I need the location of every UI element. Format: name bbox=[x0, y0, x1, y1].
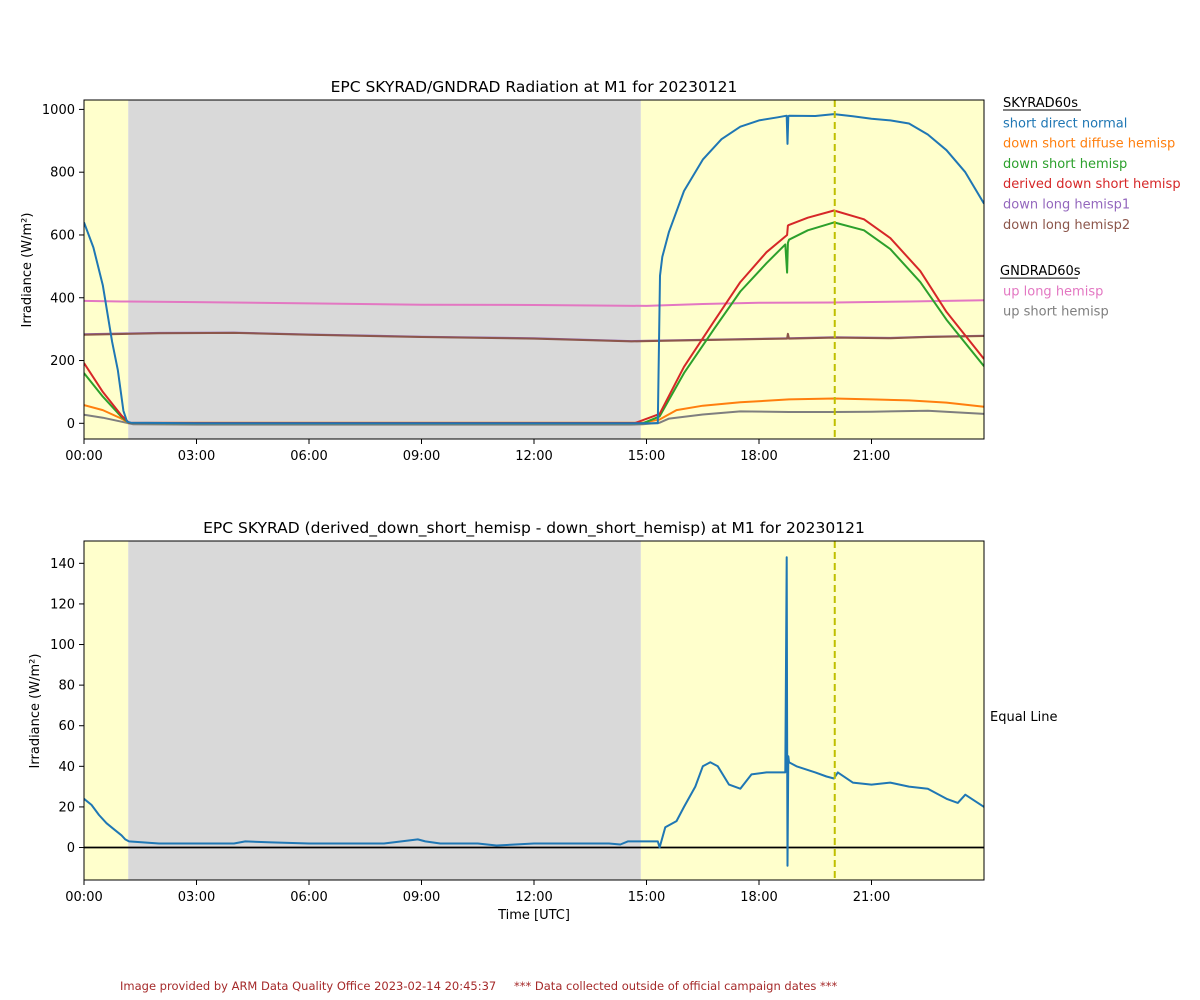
c1-series-down-long-hemisp2-line bbox=[84, 331, 984, 343]
c1-ytick-label: 200 bbox=[50, 354, 75, 369]
c2-xtick-label: 21:00 bbox=[853, 890, 890, 905]
footer-note: *** Data collected outside of official c… bbox=[514, 979, 838, 993]
c1-ytick-label: 600 bbox=[50, 228, 75, 243]
c1-ytick-label: 1000 bbox=[42, 103, 75, 118]
legend-entry-down-long-hemisp1: down long hemisp1 bbox=[1003, 198, 1130, 213]
legend-entry-down-long-hemisp2: down long hemisp2 bbox=[1003, 218, 1130, 233]
legend-group-title-gndrad60s: GNDRAD60s bbox=[1000, 264, 1081, 279]
c2-shade-band-0 bbox=[84, 541, 129, 880]
c2-xtick-label: 09:00 bbox=[403, 890, 440, 905]
c2-xtick-label: 00:00 bbox=[65, 890, 102, 905]
c2-ytick-label: 100 bbox=[50, 638, 75, 653]
c1-xtick-label: 15:00 bbox=[628, 449, 665, 464]
legend-entry-short-direct-normal: short direct normal bbox=[1003, 116, 1127, 131]
c1-shade-band-0 bbox=[84, 100, 129, 439]
c2-ytick-label: 40 bbox=[58, 760, 75, 775]
c2-shade-band-1 bbox=[128, 541, 641, 880]
legend-entry-down-short-diffuse-hemisp: down short diffuse hemisp bbox=[1003, 137, 1175, 152]
footer-provided: Image provided by ARM Data Quality Offic… bbox=[120, 979, 496, 993]
c2-ytick-label: 20 bbox=[58, 800, 75, 815]
c2-xtick-label: 12:00 bbox=[515, 890, 552, 905]
c2-ytick-label: 140 bbox=[50, 557, 75, 572]
c1-series-short-direct-normal-line bbox=[84, 113, 984, 425]
legend-entry-down-short-hemisp: down short hemisp bbox=[1003, 157, 1127, 172]
c2-xtick-label: 03:00 bbox=[178, 890, 215, 905]
c1-xtick-label: 03:00 bbox=[178, 449, 215, 464]
chart2-title: EPC SKYRAD (derived_down_short_hemisp - … bbox=[203, 519, 865, 538]
c2-shade-band-2 bbox=[640, 541, 984, 880]
c2-ytick-label: 120 bbox=[50, 597, 75, 612]
c2-xtick-label: 06:00 bbox=[290, 890, 327, 905]
equal-line-annotation: Equal Line bbox=[990, 710, 1058, 725]
chart2-ylabel: Irradiance (W/m²) bbox=[28, 654, 43, 769]
c1-shade-band-1 bbox=[128, 100, 641, 439]
c1-shade-band-2 bbox=[640, 100, 984, 439]
chart1-title: EPC SKYRAD/GNDRAD Radiation at M1 for 20… bbox=[331, 78, 738, 96]
c2-xtick-label: 18:00 bbox=[740, 890, 777, 905]
c1-xtick-label: 12:00 bbox=[515, 449, 552, 464]
c2-ytick-label: 60 bbox=[58, 719, 75, 734]
c1-xtick-label: 00:00 bbox=[65, 449, 102, 464]
legend-entry-derived-down-short-hemisp: derived down short hemisp bbox=[1003, 177, 1181, 192]
c1-xtick-label: 06:00 bbox=[290, 449, 327, 464]
radiation-chart: EPC SKYRAD/GNDRAD Radiation at M1 for 20… bbox=[20, 78, 1181, 464]
c1-ytick-label: 0 bbox=[67, 417, 75, 432]
c2-ytick-label: 80 bbox=[58, 679, 75, 694]
c2-xtick-label: 15:00 bbox=[628, 890, 665, 905]
c1-xtick-label: 21:00 bbox=[853, 449, 890, 464]
c1-xtick-label: 18:00 bbox=[740, 449, 777, 464]
legend-group-title-skyrad60s: SKYRAD60s bbox=[1003, 96, 1078, 111]
legend-entry-up-short-hemisp: up short hemisp bbox=[1003, 305, 1109, 320]
c2-ytick-label: 0 bbox=[67, 841, 75, 856]
difference-chart: EPC SKYRAD (derived_down_short_hemisp - … bbox=[28, 519, 1058, 923]
chart2-xlabel: Time [UTC] bbox=[497, 908, 570, 923]
chart1-legend: SKYRAD60s short direct normal down short d… bbox=[1000, 96, 1181, 320]
legend-entry-up-long-hemisp: up long hemisp bbox=[1003, 284, 1103, 299]
c1-xtick-label: 09:00 bbox=[403, 449, 440, 464]
c1-ytick-label: 800 bbox=[50, 166, 75, 181]
c1-ytick-label: 400 bbox=[50, 291, 75, 306]
chart1-ylabel: Irradiance (W/m²) bbox=[20, 213, 35, 328]
c2-series-difference-line bbox=[84, 556, 984, 867]
